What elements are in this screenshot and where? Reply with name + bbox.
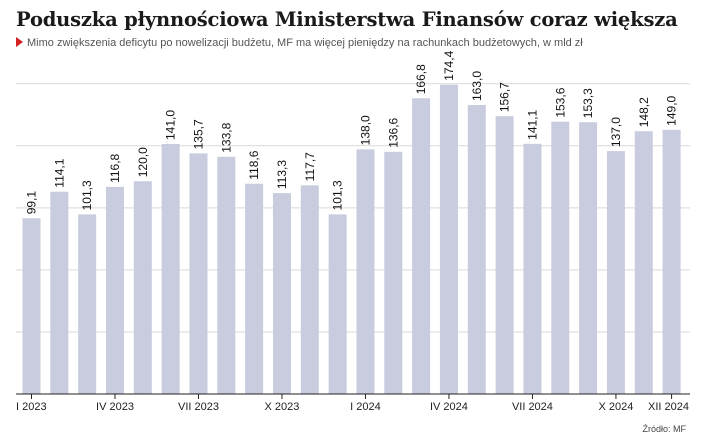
value-label-0: 99,1 bbox=[25, 191, 39, 215]
bar-7 bbox=[217, 156, 236, 394]
bar-4 bbox=[133, 181, 152, 394]
value-label-5: 141,0 bbox=[164, 110, 178, 140]
bar-8 bbox=[245, 183, 264, 394]
bar-16 bbox=[467, 105, 486, 394]
bar-6 bbox=[189, 153, 208, 394]
bar-5 bbox=[161, 144, 180, 394]
tick-label-18: VII 2024 bbox=[512, 401, 553, 413]
tick-label-9: X 2023 bbox=[265, 401, 300, 413]
x-axis-ticks: I 2023 IV 2023 VII 2023 X 2023 I 2024 IV 2024… bbox=[16, 394, 689, 413]
value-label-4: 120,0 bbox=[136, 147, 150, 177]
value-label-12: 138,0 bbox=[358, 115, 372, 145]
bar-0 bbox=[22, 218, 41, 394]
bar-15 bbox=[439, 84, 458, 394]
value-label-11: 101,3 bbox=[331, 180, 345, 210]
bar-9 bbox=[272, 193, 291, 394]
value-label-23: 149,0 bbox=[665, 95, 679, 125]
tick-label-12: I 2024 bbox=[350, 401, 381, 413]
chart-subtitle-text: Mimo zwiększenia deficytu po nowelizacji… bbox=[27, 37, 583, 49]
bar-20 bbox=[579, 122, 598, 394]
bar-21 bbox=[606, 151, 625, 394]
tick-label-15: IV 2024 bbox=[430, 401, 468, 413]
gridlines bbox=[16, 83, 690, 333]
value-label-18: 141,1 bbox=[525, 109, 539, 139]
value-label-16: 163,0 bbox=[470, 71, 484, 101]
value-label-8: 118,6 bbox=[247, 150, 261, 179]
value-label-3: 116,8 bbox=[108, 153, 122, 182]
value-label-2: 101,3 bbox=[80, 180, 94, 210]
bar-23 bbox=[662, 129, 681, 394]
bar-13 bbox=[384, 151, 403, 394]
tick-label-21: X 2024 bbox=[598, 401, 633, 413]
bar-3 bbox=[105, 186, 124, 394]
bar-11 bbox=[328, 214, 347, 394]
value-label-21: 137,0 bbox=[609, 117, 623, 147]
value-label-17: 156,7 bbox=[498, 82, 512, 112]
tick-label-0: I 2023 bbox=[16, 401, 47, 413]
bar-19 bbox=[551, 121, 570, 394]
tick-label-3: IV 2023 bbox=[96, 401, 134, 413]
value-label-1: 114,1 bbox=[52, 158, 66, 187]
bar-18 bbox=[523, 143, 542, 394]
bar-14 bbox=[412, 98, 431, 394]
bar-17 bbox=[495, 116, 514, 394]
value-label-19: 153,6 bbox=[553, 87, 567, 117]
value-label-15: 174,4 bbox=[442, 50, 456, 80]
bar-22 bbox=[634, 131, 653, 394]
value-label-6: 135,7 bbox=[191, 119, 205, 149]
chart-subtitle: Mimo zwiększenia deficytu po nowelizacji… bbox=[16, 37, 583, 49]
tick-label-6: VII 2023 bbox=[178, 401, 219, 413]
value-label-9: 113,3 bbox=[275, 160, 289, 189]
bar-10 bbox=[300, 185, 319, 394]
value-label-10: 117,7 bbox=[303, 152, 317, 181]
value-labels: 99,1 114,1 101,3 116,8 120,0 141,0 135,7 133,8 1… bbox=[25, 50, 679, 214]
bars bbox=[22, 84, 681, 394]
bar-2 bbox=[78, 214, 97, 394]
bar-12 bbox=[356, 149, 375, 394]
source-note: Źródło: MF bbox=[642, 424, 686, 434]
chart-title: Poduszka płynnościowa Ministerstwa Finan… bbox=[16, 8, 678, 31]
value-label-20: 153,3 bbox=[581, 88, 595, 118]
red-triangle-icon bbox=[16, 37, 23, 47]
value-label-7: 133,8 bbox=[219, 122, 233, 152]
value-label-22: 148,2 bbox=[637, 97, 651, 127]
value-label-14: 166,8 bbox=[414, 64, 428, 94]
bar-1 bbox=[50, 191, 69, 394]
value-label-13: 136,6 bbox=[386, 117, 400, 147]
tick-label-23: XII 2024 bbox=[648, 401, 689, 413]
